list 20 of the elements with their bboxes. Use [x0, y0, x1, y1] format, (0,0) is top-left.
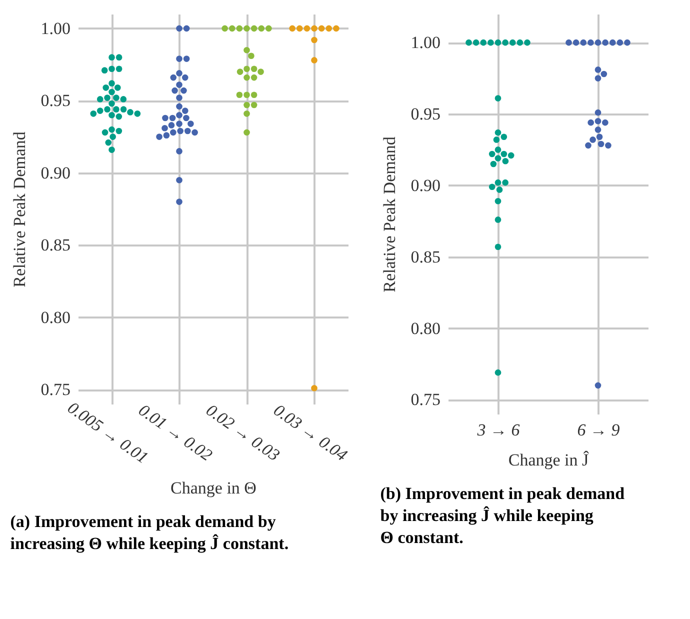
text: (b) Improvement in peak demand by increasing Ĵ while keeping Θ constant. — [380, 484, 626, 547]
y-tick-label: 0.95 — [410, 104, 440, 124]
y-tick-label: 1.00 — [410, 33, 440, 52]
y-tick-label: 0.90 — [40, 163, 70, 182]
y-tick-label: 0.85 — [410, 247, 440, 266]
y-axis-title: Relative Peak Demand — [10, 131, 29, 288]
y-tick-label: 1.00 — [40, 18, 70, 38]
x-axis-title: Change in Θ — [170, 478, 256, 498]
x-tick-label: 6 → 9 — [577, 420, 620, 440]
y-tick-label: 0.90 — [410, 176, 440, 195]
y-tick-label: 0.75 — [40, 380, 70, 400]
y-tick-label: 0.75 — [410, 390, 440, 410]
y-tick-label: 0.95 — [40, 91, 70, 110]
x-axis-title: Change in Ĵ — [508, 450, 590, 470]
y-axis-title: Relative Peak Demand — [380, 136, 399, 292]
text: (a) Improvement in peak demand by increasing Θ while keeping Ĵ constant. — [10, 512, 289, 553]
y-tick-label: 0.80 — [410, 318, 440, 338]
x-tick-label: 3 → 6 — [476, 420, 520, 440]
y-tick-label: 0.80 — [40, 308, 70, 327]
y-tick-label: 0.85 — [40, 236, 70, 255]
